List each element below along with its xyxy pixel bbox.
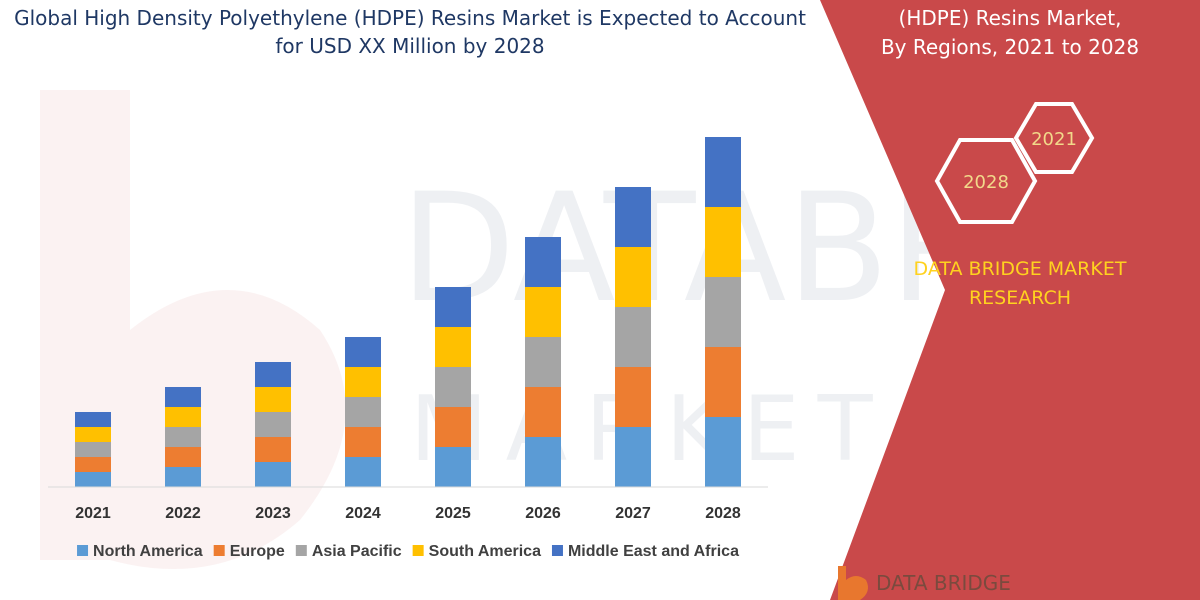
hex-label-2021: 2021 <box>1031 129 1077 150</box>
bar-2022-series-4 <box>165 387 201 407</box>
hex-label-2028: 2028 <box>963 172 1009 193</box>
legend-label: South America <box>429 543 541 560</box>
bar-2026-series-3 <box>525 287 561 337</box>
bar-2024-series-3 <box>345 367 381 397</box>
x-tick-label: 2024 <box>345 505 381 522</box>
bar-2021-series-0 <box>75 472 111 487</box>
bar-2028-series-3 <box>705 207 741 277</box>
chart-title: Global High Density Polyethylene (HDPE) … <box>0 4 820 60</box>
x-tick-label: 2028 <box>705 505 741 522</box>
bar-2024-series-1 <box>345 427 381 457</box>
chart-title-line-1: Global High Density Polyethylene (HDPE) … <box>14 6 806 30</box>
bar-2023-series-0 <box>255 462 291 487</box>
bar-2023-series-2 <box>255 412 291 437</box>
bar-2027-series-1 <box>615 367 651 427</box>
bar-2022-series-0 <box>165 467 201 487</box>
brand-name-line-1: DATA BRIDGE MARKET <box>913 258 1127 280</box>
legend-swatch <box>551 545 563 556</box>
x-tick-label: 2027 <box>615 505 651 522</box>
hexagon-badge-2021: 2021 <box>1013 102 1095 174</box>
brand-name: DATA BRIDGE MARKET RESEARCH <box>900 255 1140 313</box>
bar-2028-series-2 <box>705 277 741 347</box>
x-tick-label: 2021 <box>75 505 111 522</box>
side-panel-background <box>820 0 1200 600</box>
legend-swatch <box>295 545 307 556</box>
bar-2025-series-2 <box>435 367 471 407</box>
legend-item: South America <box>412 543 541 560</box>
legend-label: Asia Pacific <box>312 543 402 560</box>
bar-2023-series-1 <box>255 437 291 462</box>
bar-2022-series-1 <box>165 447 201 467</box>
bar-layer <box>75 137 741 487</box>
bar-2025-series-1 <box>435 407 471 447</box>
x-tick-label: 2023 <box>255 505 291 522</box>
bar-2024-series-2 <box>345 397 381 427</box>
bar-2028-series-1 <box>705 347 741 417</box>
bar-2025-series-3 <box>435 327 471 367</box>
bar-2022-series-3 <box>165 407 201 427</box>
legend-swatch <box>412 545 424 556</box>
bar-2028-series-0 <box>705 417 741 487</box>
bar-2021-series-2 <box>75 442 111 457</box>
legend-swatch <box>77 545 89 556</box>
legend-swatch <box>213 545 225 556</box>
legend-item: Asia Pacific <box>295 543 402 560</box>
bar-2027-series-3 <box>615 247 651 307</box>
bar-2024-series-4 <box>345 337 381 367</box>
legend-item: Middle East and Africa <box>551 543 739 560</box>
bar-2021-series-3 <box>75 427 111 442</box>
bar-2026-series-1 <box>525 387 561 437</box>
x-tick-label: 2025 <box>435 505 471 522</box>
legend-item: North America <box>77 543 203 560</box>
chart-title-line-2: for USD XX Million by 2028 <box>275 34 545 58</box>
x-tick-label: 2022 <box>165 505 201 522</box>
brand-name-line-2: RESEARCH <box>968 287 1072 309</box>
side-panel-title-line-2: By Regions, 2021 to 2028 <box>880 35 1140 59</box>
bar-2021-series-1 <box>75 457 111 472</box>
bar-2025-series-4 <box>435 287 471 327</box>
bar-2023-series-3 <box>255 387 291 412</box>
bar-2028-series-4 <box>705 137 741 207</box>
bar-2027-series-4 <box>615 187 651 247</box>
side-panel-title-line-1: (HDPE) Resins Market, <box>898 6 1122 30</box>
x-tick-label: 2026 <box>525 505 561 522</box>
bar-2021-series-4 <box>75 412 111 427</box>
bar-2027-series-0 <box>615 427 651 487</box>
logo-text: DATA BRIDGE <box>876 571 1011 595</box>
bar-2025-series-0 <box>435 447 471 487</box>
legend-label: North America <box>93 543 203 560</box>
side-panel-title: (HDPE) Resins Market, By Regions, 2021 t… <box>860 4 1160 62</box>
bar-2027-series-2 <box>615 307 651 367</box>
bar-2026-series-4 <box>525 237 561 287</box>
legend-label: Europe <box>230 543 285 560</box>
legend-label: Middle East and Africa <box>568 543 739 560</box>
bar-2024-series-0 <box>345 457 381 487</box>
bar-2026-series-2 <box>525 337 561 387</box>
bar-2023-series-4 <box>255 362 291 387</box>
bar-2026-series-0 <box>525 437 561 487</box>
chart-legend: North America Europe Asia Pacific South Ame… <box>77 543 739 560</box>
x-tick-labels: 2021 2022 2023 2024 2025 2026 2027 2028 <box>75 505 741 522</box>
legend-item: Europe <box>213 543 285 560</box>
bar-2022-series-2 <box>165 427 201 447</box>
data-bridge-logo: DATA BRIDGE <box>838 566 1011 600</box>
hexagon-badge-2028: 2028 <box>934 138 1038 224</box>
